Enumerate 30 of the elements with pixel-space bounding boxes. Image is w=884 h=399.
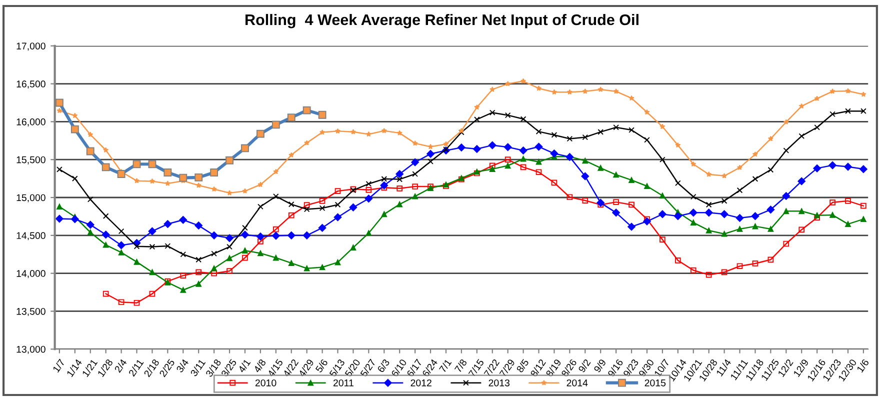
y-tick-label: 14,500: [16, 232, 46, 240]
y-tick-label: 13,000: [16, 346, 46, 354]
x-tick-label: 1/6: [856, 358, 870, 373]
y-tick-label: 16,500: [16, 80, 46, 89]
y-tick-label: 14,000: [16, 270, 46, 278]
legend-label: 2013: [488, 379, 510, 386]
x-tick-label: 2/4: [114, 358, 128, 373]
x-tick-label: 3/11: [190, 358, 206, 377]
x-tick-label: 7/1: [438, 358, 452, 373]
x-tick-label: 5/6: [314, 358, 328, 373]
legend-label: 2010: [255, 379, 276, 386]
x-tick-label: 7/8: [454, 358, 468, 373]
y-tick-label: 17,000: [16, 42, 46, 51]
x-tick-label: 3/4: [176, 358, 189, 374]
y-tick-label: 16,000: [16, 118, 46, 126]
y-tick-label: 15,500: [16, 156, 46, 164]
x-tick-label: 9/2: [578, 358, 591, 373]
y-tick-label: 15,000: [16, 194, 46, 202]
x-tick-label: 4/1: [238, 358, 251, 374]
legend-label: 2011: [333, 379, 354, 386]
x-tick-label: 6/3: [376, 358, 390, 373]
chart-title: Rolling 4 Week Average Refiner Net Input of Crude Oil: [246, 14, 638, 28]
x-tick-label: 8/5: [516, 358, 530, 373]
legend-label: 2014: [566, 379, 588, 386]
y-tick-label: 13,500: [16, 308, 46, 316]
x-tick-label: 4/8: [252, 358, 266, 374]
legend-label: 2015: [644, 379, 666, 386]
x-tick-label: 9/9: [593, 358, 606, 373]
x-tick-label: 1/7: [52, 358, 66, 373]
legend-label: 2012: [410, 379, 432, 386]
